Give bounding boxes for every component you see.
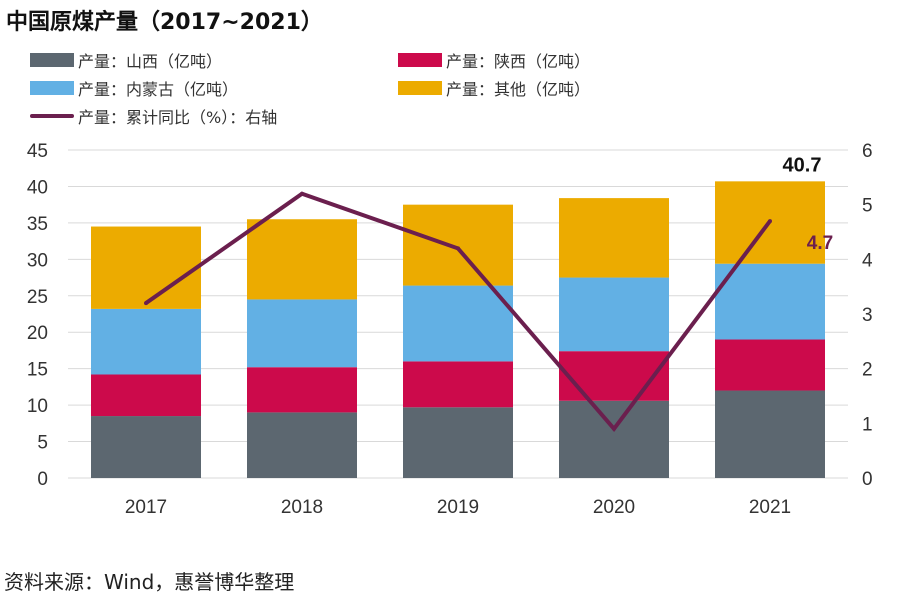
x-tick-label: 2019 [437, 497, 479, 518]
bar-segment [715, 339, 825, 391]
source-note: 资料来源：Wind，惠誉博华整理 [4, 570, 295, 594]
bar-segment [247, 412, 357, 478]
y-left-tick-label: 10 [27, 396, 48, 417]
legend-item-shaanxi: 产量：陕西（亿吨） [398, 48, 590, 72]
legend-swatch-shanxi [30, 53, 74, 67]
y-left-tick-label: 5 [37, 433, 48, 454]
bar-segment [247, 367, 357, 413]
legend-swatch-neimenggu [30, 81, 74, 95]
bar-segment [559, 198, 669, 278]
bar-segment [715, 263, 825, 340]
legend: 产量：山西（亿吨） 产量：陕西（亿吨） 产量：内蒙古（亿吨） 产量：其他（亿吨）… [30, 44, 790, 134]
bar-segment [403, 204, 513, 286]
x-tick-label: 2021 [749, 497, 791, 518]
bar-segment [403, 407, 513, 478]
y-right-tick-label: 4 [862, 250, 873, 271]
yoy-point [300, 191, 304, 196]
y-right-tick-label: 0 [862, 469, 873, 490]
y-right-tick-label: 6 [862, 141, 873, 162]
total-data-label: 40.7 [783, 154, 822, 176]
legend-item-shanxi: 产量：山西（亿吨） [30, 48, 222, 72]
legend-item-yoy: 产量：累计同比（%）：右轴 [30, 104, 277, 128]
legend-swatch-shaanxi [398, 53, 442, 67]
bar-segment [559, 400, 669, 478]
legend-label-other: 产量：其他（亿吨） [446, 80, 591, 99]
legend-swatch-other [398, 81, 442, 95]
yoy-point [612, 426, 616, 431]
y-left-tick-label: 0 [37, 469, 48, 490]
y-right-tick-label: 3 [862, 305, 873, 326]
x-tick-label: 2018 [281, 497, 323, 518]
y-right-tick-label: 5 [862, 196, 873, 217]
y-right-tick-label: 1 [862, 414, 873, 435]
y-left-tick-label: 40 [27, 177, 48, 198]
legend-label-yoy: 产量：累计同比（%）：右轴 [78, 108, 278, 127]
bar-segment [91, 226, 201, 309]
y-left-tick-label: 45 [27, 141, 48, 162]
bar-segment [403, 361, 513, 408]
y-left-tick-label: 35 [27, 214, 48, 235]
line-data-label: 4.7 [807, 233, 833, 254]
bar-segment [559, 351, 669, 401]
bar-segment [559, 277, 669, 352]
y-left-tick-label: 20 [27, 323, 48, 344]
legend-label-neimenggu: 产量：内蒙古（亿吨） [78, 80, 239, 99]
bar-segment [715, 390, 825, 478]
y-left-tick-label: 25 [27, 287, 48, 308]
chart-title: 中国原煤产量（2017~2021） [6, 10, 323, 35]
y-right-tick-label: 2 [862, 360, 873, 381]
x-tick-label: 2020 [593, 497, 635, 518]
yoy-point [768, 219, 772, 224]
legend-label-shanxi: 产量：山西（亿吨） [78, 52, 223, 71]
bar-segment [91, 374, 201, 417]
bar-segment [91, 416, 201, 478]
legend-item-other: 产量：其他（亿吨） [398, 76, 590, 100]
yoy-point [456, 246, 460, 251]
yoy-point [144, 301, 148, 306]
x-tick-label: 2017 [125, 497, 167, 518]
bar-segment [91, 308, 201, 375]
y-left-tick-label: 30 [27, 250, 48, 271]
legend-label-shaanxi: 产量：陕西（亿吨） [446, 52, 591, 71]
legend-item-neimenggu: 产量：内蒙古（亿吨） [30, 76, 238, 100]
legend-swatch-yoy [30, 114, 74, 118]
y-left-tick-label: 15 [27, 360, 48, 381]
bar-segment [403, 285, 513, 362]
bar-segment [247, 299, 357, 368]
bar-segment [247, 219, 357, 300]
